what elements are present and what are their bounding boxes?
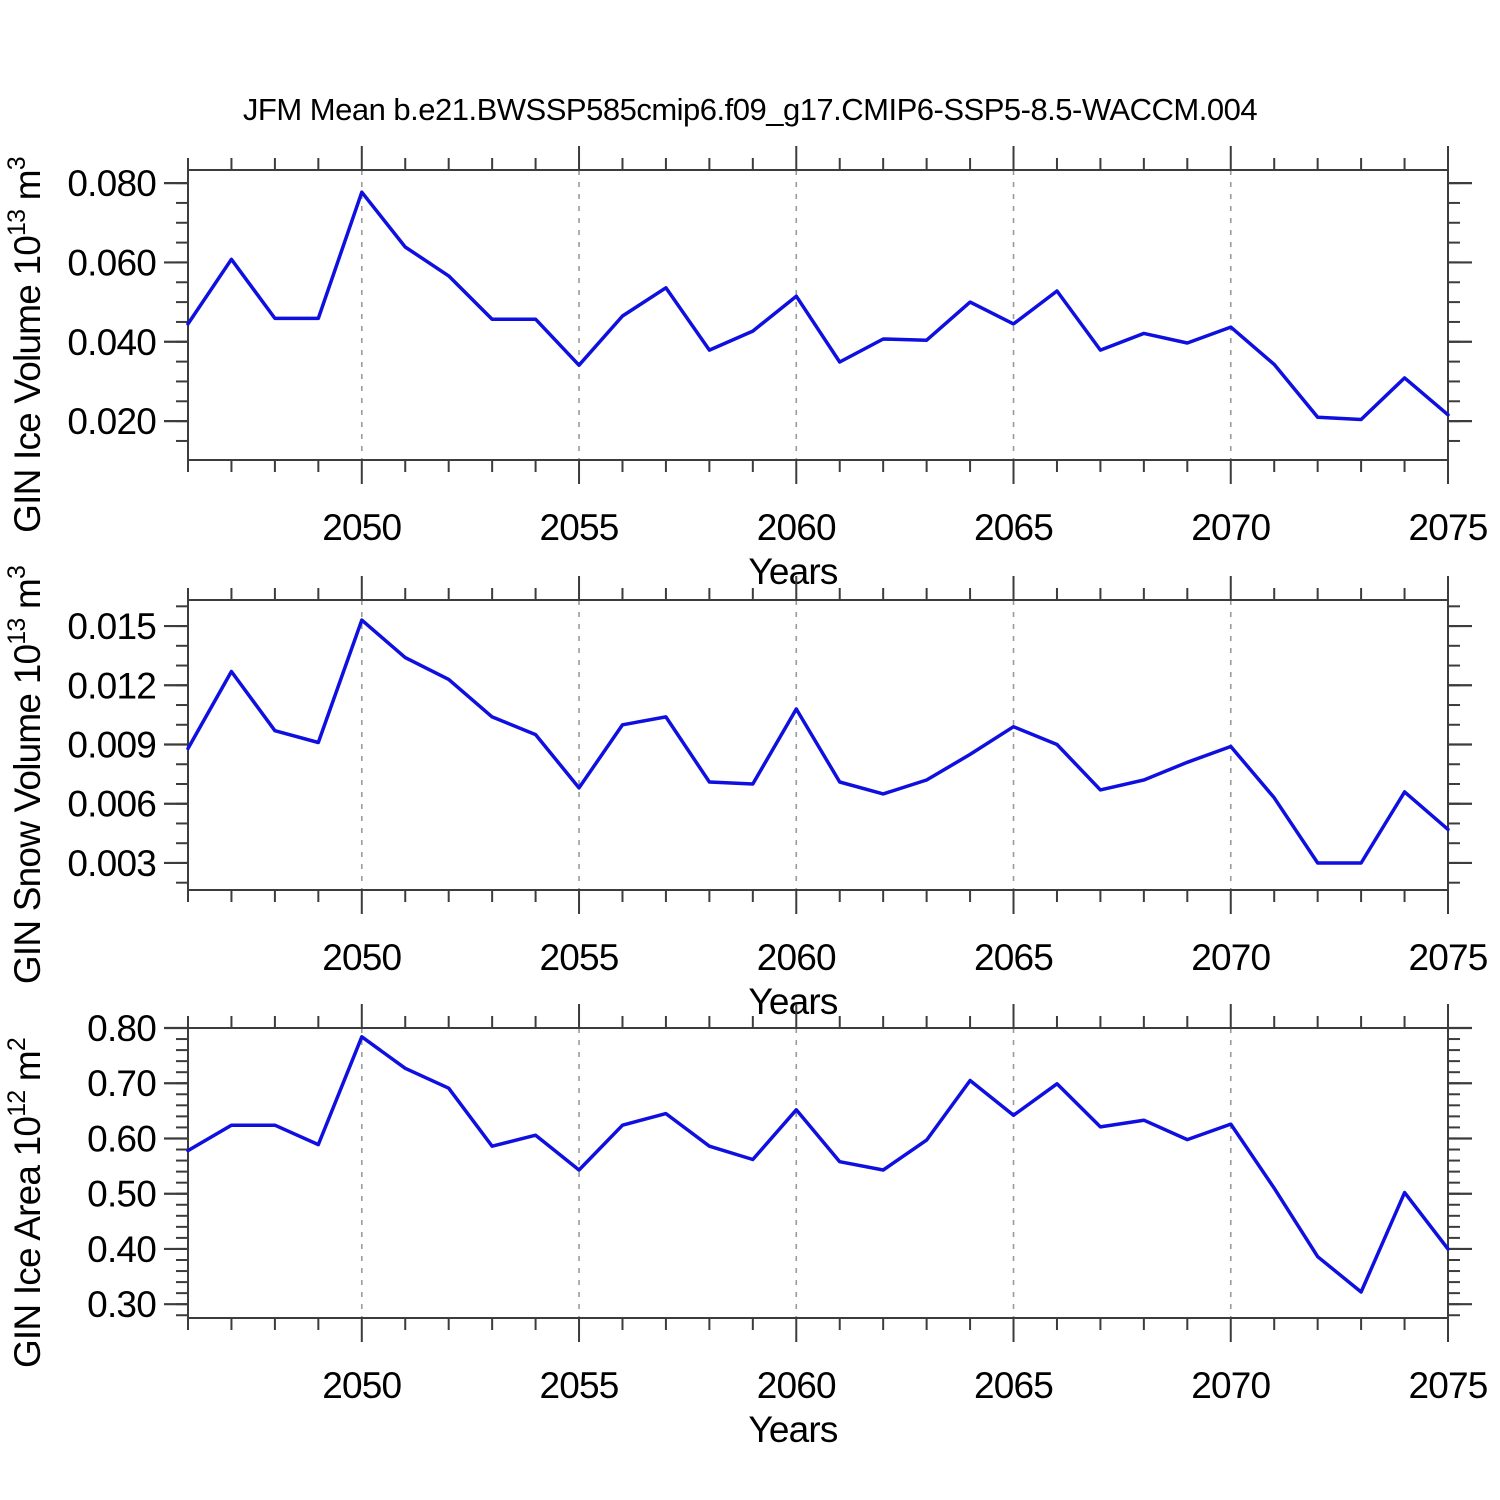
x-tick-label: 2055 <box>539 1365 618 1406</box>
x-tick-label: 2055 <box>539 937 618 978</box>
x-tick-label: 2075 <box>1408 937 1487 978</box>
x-tick-label: 2060 <box>757 1365 836 1406</box>
series-line-gin-ice-area <box>186 1035 1450 1294</box>
y-tick-label: 0.70 <box>87 1063 156 1104</box>
x-tick-label: 2060 <box>757 937 836 978</box>
y-tick-label: 0.020 <box>67 401 156 442</box>
series-line-gin-ice-volume <box>186 190 1450 422</box>
y-tick-label: 0.60 <box>87 1118 156 1159</box>
plot-box <box>187 1027 1449 1319</box>
y-axis-title: GIN Snow Volume 1013 m3 <box>3 566 48 984</box>
x-tick-label: 2065 <box>974 937 1053 978</box>
x-axis-title: Years <box>748 981 838 1022</box>
y-tick-label: 0.003 <box>67 843 156 884</box>
y-tick-label: 0.015 <box>67 606 156 647</box>
x-axis-title: Years <box>748 551 838 592</box>
panel-2-gin-snow-volume: 0.003 0.006 0.009 0.012 0.015 2050 2055 2060 206… <box>3 566 1489 1022</box>
x-tick-label: 2075 <box>1408 1365 1487 1406</box>
series-line-gin-snow-volume <box>186 618 1450 865</box>
x-tick-label: 2065 <box>974 507 1053 548</box>
x-tick-label: 2050 <box>322 1365 401 1406</box>
y-tick-label: 0.080 <box>67 163 156 204</box>
x-tick-label: 2060 <box>757 507 836 548</box>
plot-box <box>187 169 1449 461</box>
x-tick-label: 2070 <box>1191 1365 1270 1406</box>
y-tick-label: 0.012 <box>67 665 156 706</box>
y-tick-label: 0.006 <box>67 784 156 825</box>
x-tick-label: 2050 <box>322 937 401 978</box>
y-tick-label: 0.060 <box>67 242 156 283</box>
y-tick-label: 0.040 <box>67 322 156 363</box>
y-axis-title: GIN Ice Volume 1013 m3 <box>3 157 48 533</box>
y-tick-label: 0.40 <box>87 1229 156 1270</box>
x-tick-label: 2070 <box>1191 937 1270 978</box>
x-tick-label: 2065 <box>974 1365 1053 1406</box>
x-axis-title: Years <box>748 1409 838 1450</box>
x-tick-label: 2055 <box>539 507 618 548</box>
panel-1-gin-ice-volume: 0.020 0.040 0.060 0.080 2050 2055 2060 2065 2070… <box>3 146 1489 592</box>
y-tick-label: 0.009 <box>67 725 156 766</box>
y-axis-title: GIN Ice Area 1012 m2 <box>3 1038 48 1368</box>
y-tick-label: 0.30 <box>87 1284 156 1325</box>
y-tick-label: 0.80 <box>87 1008 156 1049</box>
x-tick-label: 2075 <box>1408 507 1487 548</box>
y-tick-label: 0.50 <box>87 1174 156 1215</box>
x-tick-label: 2050 <box>322 507 401 548</box>
chart-title: JFM Mean b.e21.BWSSP585cmip6.f09_g17.CMI… <box>242 92 1258 127</box>
x-tick-label: 2070 <box>1191 507 1270 548</box>
panel-3-gin-ice-area: 0.30 0.40 0.50 0.60 0.70 0.80 2050 2055 2060 2065… <box>3 1004 1489 1450</box>
